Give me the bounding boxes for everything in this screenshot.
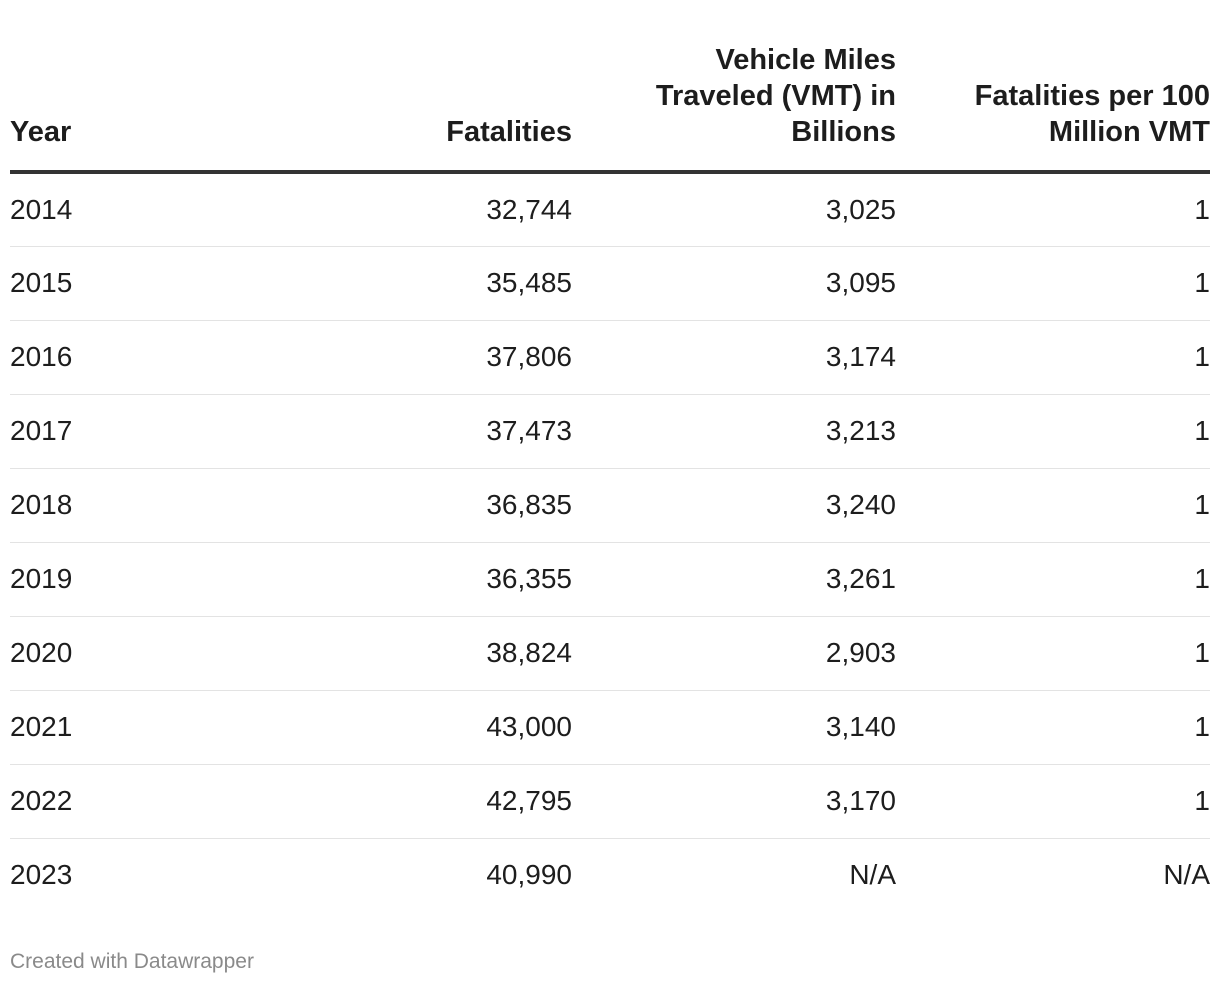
cell-year: 2022 — [10, 764, 250, 839]
column-header-label: Vehicle Miles Traveled (VMT) in Billions — [655, 44, 896, 148]
cell-vmt: 3,025 — [572, 172, 896, 247]
cell-fatalities: 40,990 — [486, 859, 572, 891]
cell-vmt: 3,174 — [572, 320, 896, 395]
cell-fatalities: 38,824 — [250, 616, 572, 691]
cell-vmt: 3,240 — [572, 468, 896, 543]
cell-fatality-rate: 1 — [896, 690, 1210, 765]
column-header-label: Year — [10, 116, 72, 148]
cell-vmt: 3,213 — [572, 394, 896, 469]
column-header-fatality-rate: Fatalities per 100 Million VMT — [896, 0, 1210, 174]
table-row: 2016 37,806 3,174 1 — [10, 320, 1210, 395]
table-row: 2021 43,000 3,140 1 — [10, 690, 1210, 765]
cell-fatality-rate: 1 — [896, 616, 1210, 691]
cell-vmt: 2,903 — [572, 616, 896, 691]
table-row: 2017 37,473 3,213 1 — [10, 394, 1210, 469]
datawrapper-credit[interactable]: Created with Datawrapper — [10, 950, 254, 973]
cell-year: 2020 — [10, 616, 250, 691]
cell-fatalities: 37,473 — [250, 394, 572, 469]
cell-fatalities: 32,744 — [250, 172, 572, 247]
data-table: Year Fatalities Vehicle Miles Traveled (… — [10, 0, 1210, 912]
cell-fatality-rate: 1 — [896, 172, 1210, 247]
cell-fatalities: 35,485 — [250, 246, 572, 321]
column-header-label: Fatalities per 100 Million VMT — [974, 80, 1210, 148]
cell-fatalities: 42,795 — [250, 764, 572, 839]
cell-fatalities: 37,806 — [250, 320, 572, 395]
cell-fatality-rate: 1 — [896, 542, 1210, 617]
cell-fatality-rate: 1 — [896, 320, 1210, 395]
cell-vmt: N/A — [849, 859, 896, 891]
cell-year: 2017 — [10, 394, 250, 469]
cell-year: 2019 — [10, 542, 250, 617]
table-row: 2014 32,744 3,025 1 — [10, 172, 1210, 247]
column-header-label: Fatalities — [446, 116, 572, 148]
cell-vmt: 3,140 — [572, 690, 896, 765]
cell-fatality-rate: 1 — [896, 394, 1210, 469]
table-row: 2015 35,485 3,095 1 — [10, 246, 1210, 321]
cell-fatalities: 36,835 — [250, 468, 572, 543]
cell-year: 2018 — [10, 468, 250, 543]
table-row: 2019 36,355 3,261 1 — [10, 542, 1210, 617]
cell-year: 2021 — [10, 690, 250, 765]
table-body: 2014 32,744 3,025 1 2015 35,485 3,095 1 2016 37,8… — [10, 172, 1210, 912]
table-row: 2023 40,990 N/A N/A — [10, 838, 1210, 912]
cell-vmt: 3,170 — [572, 764, 896, 839]
cell-year: 2014 — [10, 172, 250, 247]
column-header-fatalities: Fatalities — [250, 0, 572, 174]
cell-fatality-rate: 1 — [896, 246, 1210, 321]
cell-year: 2023 — [10, 859, 73, 891]
cell-fatalities: 43,000 — [250, 690, 572, 765]
cell-fatalities: 36,355 — [250, 542, 572, 617]
cell-vmt: 3,261 — [572, 542, 896, 617]
fatalities-table: Year Fatalities Vehicle Miles Traveled (… — [10, 0, 1210, 912]
cell-fatality-rate: N/A — [1163, 859, 1210, 891]
table-header: Year Fatalities Vehicle Miles Traveled (… — [10, 0, 1210, 174]
cell-year: 2016 — [10, 320, 250, 395]
header-row: Year Fatalities Vehicle Miles Traveled (… — [10, 0, 1210, 174]
column-header-vmt: Vehicle Miles Traveled (VMT) in Billions — [572, 0, 896, 174]
cell-fatality-rate: 1 — [896, 764, 1210, 839]
cell-fatality-rate: 1 — [896, 468, 1210, 543]
table-row: 2018 36,835 3,240 1 — [10, 468, 1210, 543]
cell-year: 2015 — [10, 246, 250, 321]
table-row: 2022 42,795 3,170 1 — [10, 764, 1210, 839]
column-header-year: Year — [10, 0, 250, 174]
table-row: 2020 38,824 2,903 1 — [10, 616, 1210, 691]
cell-vmt: 3,095 — [572, 246, 896, 321]
